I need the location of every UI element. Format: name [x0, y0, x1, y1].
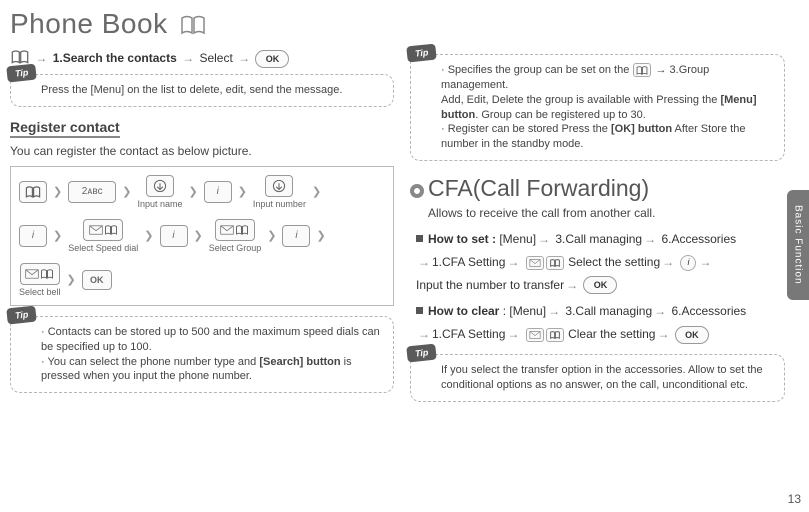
chevron-icon: ❯ [238, 185, 247, 198]
how-clear-step: [Menu] [509, 304, 546, 318]
ok-button[interactable]: OK [675, 326, 709, 344]
tip3b: Add, Edit, Delete the group is available… [441, 93, 774, 123]
mail-icon [526, 328, 544, 342]
how-set-label: How to set : [428, 232, 496, 246]
nav-down-icon [265, 175, 293, 197]
select-label: Select [199, 51, 232, 65]
select-speed-label: Select Speed dial [68, 243, 138, 253]
how-set-step: Input the number to transfer [416, 278, 564, 292]
left-column: → 1.Search the contacts → Select → OK Ti… [10, 48, 394, 403]
page-title: Phone Book [0, 0, 809, 40]
input-number-label: Input number [253, 199, 306, 209]
tip-box-4: Tip If you select the transfer option in… [410, 354, 785, 402]
tip3b-suffix: . Group can be registered up to 30. [475, 109, 646, 121]
tip1-text: Press the [Menu] on the list to delete, … [41, 84, 342, 96]
chevron-icon: ❯ [194, 229, 203, 242]
tip-badge: Tip [406, 44, 437, 63]
tip-box-2: Tip · Contacts can be stored up to 500 a… [10, 316, 394, 393]
cfa-section-title: CFA(Call Forwarding) [410, 175, 785, 202]
tip3b-prefix: Add, Edit, Delete the group is available… [441, 94, 720, 106]
chevron-icon: ❯ [316, 229, 325, 242]
how-to-set: How to set : [Menu]→ 3.Call managing→ 6.… [416, 228, 785, 296]
page-number: 13 [788, 492, 801, 506]
info-icon: i [282, 225, 310, 247]
register-contact-title: Register contact [10, 119, 394, 142]
tip3c: · Register can be stored Press the [OK] … [441, 122, 774, 152]
chevron-icon: ❯ [67, 273, 76, 286]
chevron-icon: ❯ [267, 229, 276, 242]
chevron-icon: ❯ [122, 185, 131, 198]
arrow-icon: → [182, 51, 194, 65]
group-icon [83, 219, 123, 241]
how-clear-step: 6.Accessories [671, 304, 746, 318]
how-set-step: 3.Call managing [555, 232, 642, 246]
cfa-desc: Allows to receive the call from another … [428, 206, 785, 220]
chevron-icon: ❯ [144, 229, 153, 242]
tip-badge: Tip [6, 305, 37, 324]
book-icon [19, 181, 47, 203]
cfa-title-text: CFA(Call Forwarding) [428, 175, 649, 201]
how-clear-step: 3.Call managing [565, 304, 652, 318]
how-to-clear: How to clear : [Menu]→ 3.Call managing→ … [416, 300, 785, 346]
tip4-text: If you select the transfer option in the… [441, 364, 763, 391]
info-icon: i [204, 181, 232, 203]
tip3c-prefix: · Register can be stored Press the [441, 123, 611, 135]
ok-button[interactable]: OK [255, 50, 289, 68]
info-icon: i [19, 225, 47, 247]
square-bullet-icon [416, 232, 428, 246]
how-set-step: 1.CFA Setting [432, 255, 505, 269]
tip-badge: Tip [6, 64, 37, 83]
how-clear-step: Clear the setting [568, 327, 655, 341]
how-set-step: Select the setting [568, 255, 660, 269]
ok-button[interactable]: OK [583, 276, 617, 294]
book-icon [546, 256, 564, 270]
register-flow-diagram: ❯ 2ᴀʙᴄ ❯ Input name ❯ i ❯ Input number ❯ [10, 166, 394, 306]
search-contacts-line: → 1.Search the contacts → Select → OK [10, 48, 394, 68]
group-icon [215, 219, 255, 241]
book-icon [180, 15, 206, 35]
right-column: Tip · Specifies the group can be set on … [410, 48, 785, 412]
info-icon: i [680, 255, 696, 271]
nav-down-icon [146, 175, 174, 197]
how-clear-step: 1.CFA Setting [432, 327, 505, 341]
ring-bullet-icon [410, 184, 424, 198]
bell-icon [20, 263, 60, 285]
chevron-icon: ❯ [312, 185, 321, 198]
how-set-step: [Menu] [499, 232, 536, 246]
title-text: Phone Book [10, 8, 168, 39]
book-icon [546, 328, 564, 342]
chevron-icon: ❯ [53, 229, 62, 242]
tip3a: · Specifies the group can be set on the … [441, 63, 774, 93]
tip2a-text: · Contacts can be stored up to 500 and t… [41, 325, 383, 355]
select-bell-label: Select bell [19, 287, 61, 297]
tip2b-bold: [Search] button [259, 356, 340, 368]
how-set-step: 6.Accessories [661, 232, 736, 246]
register-title-text: Register contact [10, 119, 120, 138]
tip3a-prefix: · Specifies the group can be set on the [441, 64, 632, 76]
mail-icon [526, 256, 544, 270]
book-icon [10, 50, 30, 64]
tip-box-1: Tip Press the [Menu] on the list to dele… [10, 74, 394, 107]
tip-badge: Tip [406, 344, 437, 363]
register-desc: You can register the contact as below pi… [10, 144, 394, 158]
side-tab-basic-function: Basic Function [787, 190, 809, 300]
chevron-icon: ❯ [53, 185, 62, 198]
ok-button[interactable]: OK [82, 270, 112, 290]
chevron-icon: ❯ [188, 185, 197, 198]
square-bullet-icon [416, 304, 428, 318]
tip-box-3: Tip · Specifies the group can be set on … [410, 54, 785, 161]
how-clear-label: How to clear [428, 304, 499, 318]
tip3c-bold: [OK] button [611, 123, 672, 135]
tip2b-prefix: · You can select the phone number type a… [41, 356, 259, 368]
info-icon: i [160, 225, 188, 247]
arrow-icon: → [238, 51, 250, 65]
input-name-label: Input name [137, 199, 182, 209]
arrow-icon: → [35, 51, 47, 65]
select-group-label: Select Group [209, 243, 262, 253]
keypad-2-icon: 2ᴀʙᴄ [68, 181, 116, 203]
search-contacts-label: 1.Search the contacts [53, 51, 177, 65]
tip2b-text: · You can select the phone number type a… [41, 355, 383, 385]
book-icon [633, 63, 651, 77]
